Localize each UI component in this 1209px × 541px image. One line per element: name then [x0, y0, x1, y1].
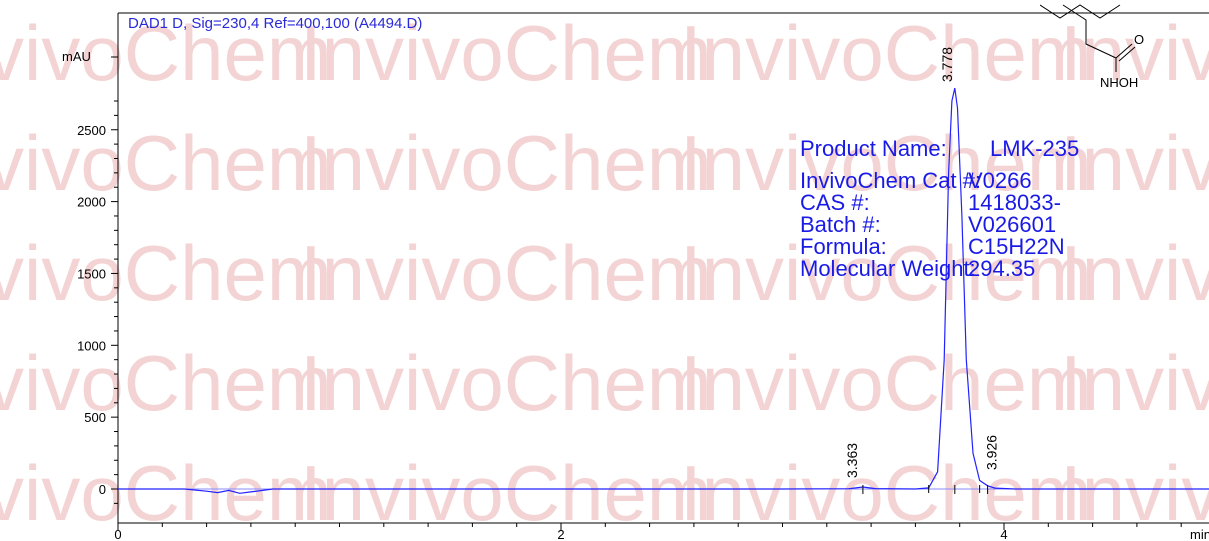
- watermark-text: InvivoChem: [0, 339, 332, 427]
- watermark-text: InvivoChem: [1060, 339, 1209, 427]
- watermark-text: InvivoChem: [300, 119, 712, 207]
- cas-value: 1418033-: [968, 190, 1061, 215]
- y-tick-label: 1000: [77, 338, 106, 353]
- x-axis-label: min: [1190, 527, 1209, 541]
- mw-value: 294.35: [968, 256, 1036, 281]
- x-tick-label: 2: [557, 527, 564, 541]
- watermark-text: InvivoChem: [300, 339, 712, 427]
- batch-value: V026601: [968, 212, 1057, 237]
- cas-row: CAS #: 1418033-: [800, 192, 1079, 214]
- nhoh-label: NHOH: [1100, 75, 1138, 90]
- watermark-text: InvivoChem: [300, 9, 712, 97]
- watermark-text: InvivoChem: [0, 449, 332, 537]
- watermark-text: InvivoChem: [0, 229, 332, 317]
- watermark-text: InvivoChem: [680, 9, 1092, 97]
- watermark-text: InvivoChem: [0, 119, 332, 207]
- x-tick-label: 0: [114, 527, 121, 541]
- y-tick-label: 0: [99, 482, 106, 497]
- mw-label: Molecular Weight:: [800, 256, 976, 281]
- watermark-text: InvivoChem: [1060, 449, 1209, 537]
- x-ticks: 02468: [114, 523, 1182, 541]
- y-tick-label: 2000: [77, 195, 106, 210]
- peak-label: 3.926: [984, 435, 1000, 470]
- chemical-structure: O NHOH: [1039, 0, 1209, 100]
- watermark-text: InvivoChem: [0, 9, 332, 97]
- cas-label: CAS #:: [800, 190, 870, 215]
- carbonyl-bond-1: [1115, 43, 1133, 59]
- oxygen-label: O: [1134, 32, 1144, 47]
- cat-row: InvivoChem Cat #: V0266: [800, 170, 1079, 192]
- cat-label: InvivoChem Cat #:: [800, 168, 981, 193]
- y-axis-label: mAU: [62, 49, 91, 64]
- watermark-text: InvivoChem: [300, 229, 712, 317]
- watermark-text: InvivoChem: [680, 119, 1092, 207]
- y-tick-label: 500: [84, 410, 106, 425]
- formula-label: Formula:: [800, 234, 887, 259]
- mw-row: Molecular Weight: 294.35: [800, 258, 1079, 280]
- peak-labels: 3.363 3.778 3.926: [844, 47, 1000, 494]
- y-tick-label: 1500: [77, 266, 106, 281]
- watermark-text: InvivoChem: [300, 449, 712, 537]
- watermark-text: InvivoChem: [1060, 9, 1209, 97]
- y-ticks: 0 500 1000 1500 2000 2500: [77, 100, 118, 504]
- structure-drawing: O NHOH: [1039, 4, 1144, 90]
- watermark-text: InvivoChem: [680, 229, 1092, 317]
- product-info-panel: Product Name: LMK-235 InvivoChem Cat #: …: [800, 138, 1079, 280]
- batch-label: Batch #:: [800, 212, 881, 237]
- watermark-text: InvivoChem: [680, 339, 1092, 427]
- product-name-value: LMK-235: [990, 136, 1080, 161]
- formula-value: C15H22N: [968, 234, 1065, 259]
- x-tick-label: 4: [1000, 527, 1007, 541]
- watermark-text: InvivoChem: [680, 449, 1092, 537]
- structure-chain: [1062, 4, 1117, 59]
- watermark-layer: InvivoChemInvivoChemInvivoChemInvivoChem…: [0, 9, 1209, 537]
- watermark-text: InvivoChem: [1060, 229, 1209, 317]
- batch-row: Batch #: V026601: [800, 214, 1079, 236]
- product-name-row: Product Name: LMK-235: [800, 138, 1079, 160]
- cat-value: V0266: [968, 168, 1032, 193]
- y-tick-label: 2500: [77, 123, 106, 138]
- peak-label: 3.363: [844, 443, 860, 478]
- formula-row: Formula: C15H22N: [800, 236, 1079, 258]
- carbonyl-bond-2: [1118, 46, 1136, 62]
- series-line: [118, 87, 1209, 494]
- watermark-text: InvivoChem: [1060, 119, 1209, 207]
- structure-bonds: [1039, 4, 1121, 19]
- product-name-label: Product Name:: [800, 136, 947, 161]
- peak-label: 3.778: [939, 47, 955, 82]
- chart-title: DAD1 D, Sig=230,4 Ref=400,100 (A4494.D): [128, 15, 422, 32]
